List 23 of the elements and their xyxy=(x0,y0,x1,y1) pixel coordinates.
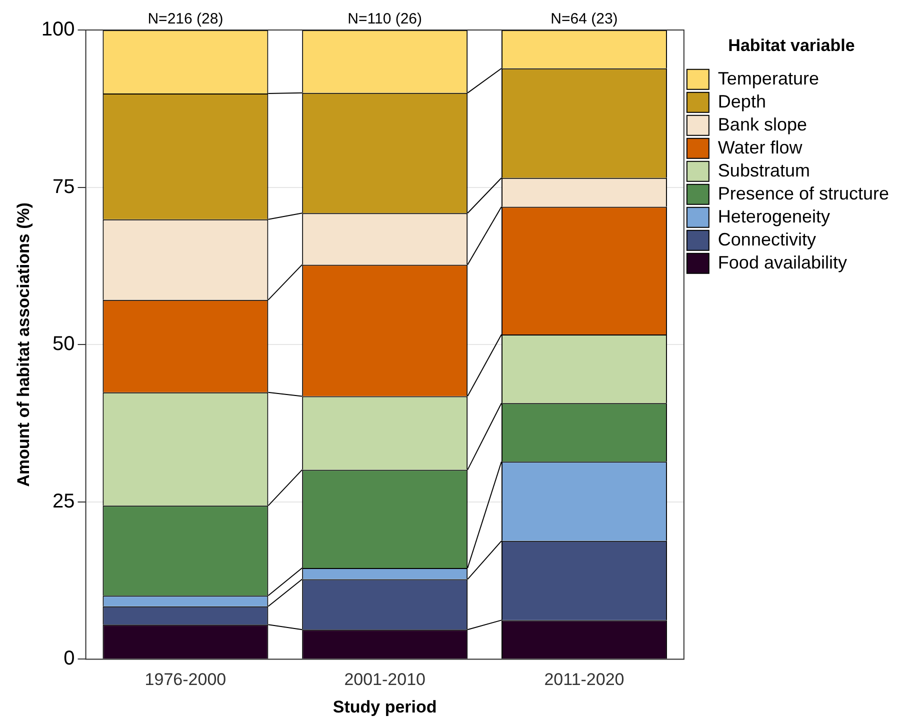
text: N=110 (26) xyxy=(348,10,422,28)
x-axis-title: Study period xyxy=(332,697,437,716)
legend-label: Presence of structure xyxy=(718,183,890,204)
x-tick-label: 1976-2000 xyxy=(144,670,226,690)
y-tick-label: 50 xyxy=(52,333,75,356)
legend-label: Temperature xyxy=(718,68,819,88)
text: N=216 (28) xyxy=(148,10,224,28)
legend-label: Depth xyxy=(718,91,766,112)
text: N=64 (23) xyxy=(550,10,618,28)
y-tick-label: 25 xyxy=(52,490,75,512)
legend-label: Bank slope xyxy=(718,114,807,134)
legend-label: Water flow xyxy=(718,137,804,158)
y-axis-title: Amount of habitat associations (%) xyxy=(14,202,33,487)
x-tick-label: 2001-2010 xyxy=(344,670,426,690)
legend-label: Heterogeneity xyxy=(718,206,830,226)
legend-title: Habitat variable xyxy=(728,36,855,56)
x-tick-label: 2011-2020 xyxy=(544,670,624,690)
legend-label: Substratum xyxy=(718,160,810,180)
legend-label: Connectivity xyxy=(718,229,816,250)
y-tick-label: 100 xyxy=(41,18,75,41)
y-tick-label: 0 xyxy=(64,648,75,670)
legend-label: Food availability xyxy=(718,252,847,272)
y-tick-label: 75 xyxy=(52,176,75,198)
